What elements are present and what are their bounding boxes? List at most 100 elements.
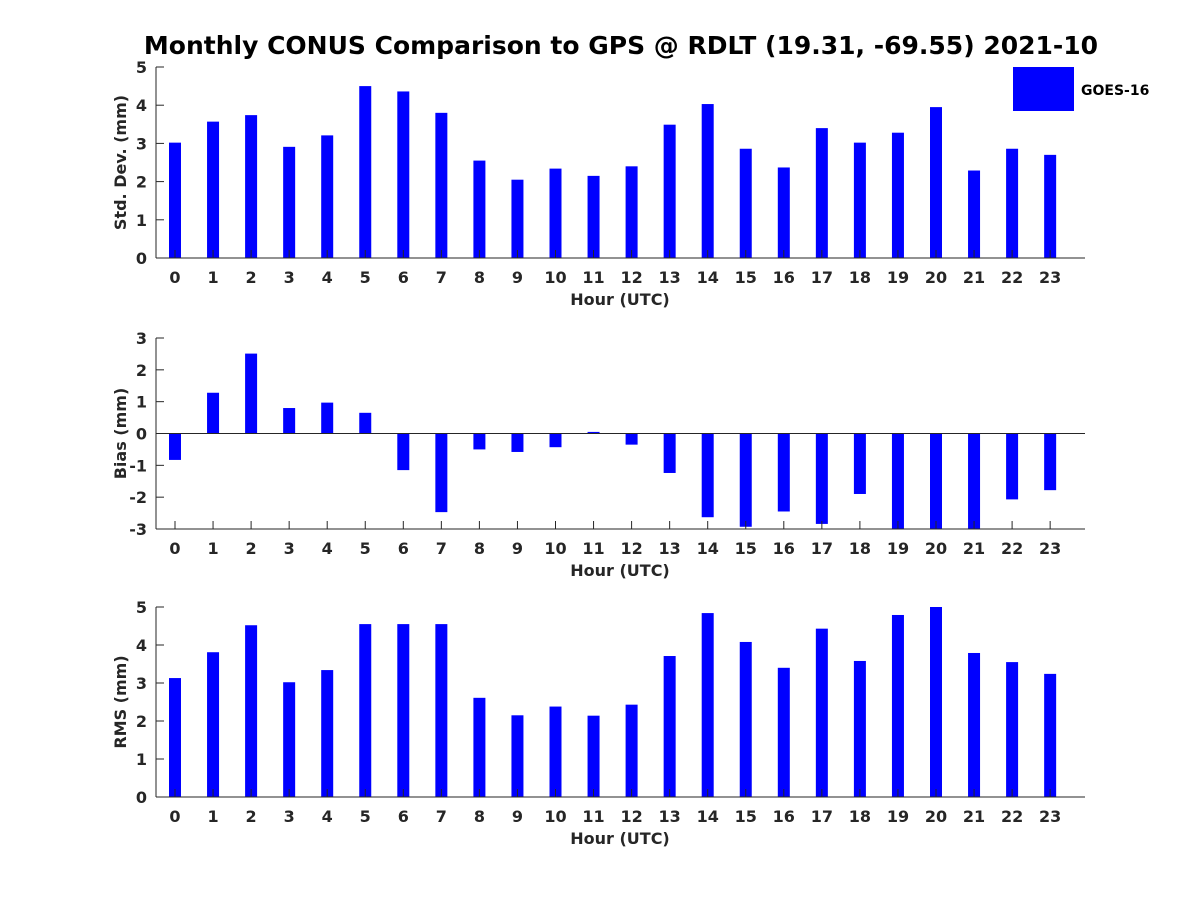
bar-hour-7 (435, 624, 448, 797)
y-tick-label: 5 (136, 598, 147, 617)
x-axis-label: Hour (UTC) (570, 290, 670, 309)
y-tick-label: 4 (136, 96, 147, 115)
x-tick-label: 23 (1039, 807, 1061, 826)
x-tick-label: 10 (544, 268, 566, 287)
bar-hour-0 (169, 678, 181, 797)
x-tick-label: 3 (284, 807, 295, 826)
bar-hour-17 (815, 128, 828, 258)
x-tick-label: 11 (582, 539, 604, 558)
x-tick-label: 17 (811, 539, 833, 558)
x-tick-label: 17 (811, 807, 833, 826)
x-tick-label: 13 (659, 807, 681, 826)
y-tick-label: 1 (136, 750, 147, 769)
bar-hour-4 (321, 135, 334, 258)
x-tick-label: 15 (735, 539, 757, 558)
bar-hour-6 (397, 624, 410, 797)
bar-hour-23 (1044, 433, 1057, 491)
bar-hour-19 (891, 614, 904, 797)
x-tick-label: 4 (322, 539, 333, 558)
x-tick-label: 6 (398, 539, 409, 558)
bar-hour-10 (549, 168, 562, 258)
bar-hour-10 (549, 706, 562, 797)
x-tick-label: 9 (512, 268, 523, 287)
x-tick-label: 15 (735, 807, 757, 826)
bar-hour-21 (968, 433, 981, 529)
x-tick-label: 2 (246, 268, 257, 287)
bar-hour-22 (1006, 662, 1019, 797)
x-tick-label: 12 (620, 807, 642, 826)
bar-hour-12 (625, 433, 638, 445)
y-tick-label: 1 (136, 211, 147, 230)
bar-hour-21 (968, 170, 981, 258)
bar-hour-18 (853, 433, 866, 494)
x-tick-label: 22 (1001, 807, 1023, 826)
x-tick-label: 22 (1001, 539, 1023, 558)
bar-hour-20 (930, 607, 942, 797)
bar-hour-22 (1006, 148, 1019, 258)
x-tick-label: 19 (887, 807, 909, 826)
x-tick-label: 23 (1039, 268, 1061, 287)
x-tick-label: 11 (582, 807, 604, 826)
x-tick-label: 19 (887, 539, 909, 558)
x-tick-label: 15 (735, 268, 757, 287)
y-axis-label: RMS (mm) (111, 655, 130, 748)
x-tick-label: 12 (620, 268, 642, 287)
bar-hour-16 (777, 433, 790, 512)
y-tick-label: 3 (136, 329, 147, 348)
y-tick-label: 3 (136, 134, 147, 153)
x-tick-label: 1 (207, 807, 218, 826)
bar-hour-3 (283, 146, 296, 258)
bar-hour-16 (777, 667, 790, 797)
x-tick-label: 18 (849, 539, 871, 558)
bar-hour-12 (625, 166, 638, 258)
y-axis-label: Bias (mm) (111, 388, 130, 480)
x-tick-label: 14 (697, 539, 719, 558)
bar-hour-1 (207, 652, 220, 797)
bar-hour-14 (701, 433, 714, 518)
bar-hour-6 (397, 91, 410, 258)
x-tick-label: 7 (436, 807, 447, 826)
x-tick-label: 19 (887, 268, 909, 287)
y-tick-label: 0 (136, 788, 147, 807)
x-tick-label: 7 (436, 539, 447, 558)
bar-hour-9 (511, 179, 524, 258)
bar-hour-15 (739, 148, 752, 258)
x-tick-label: 20 (925, 807, 947, 826)
bar-hour-22 (1006, 433, 1019, 500)
bar-hour-13 (663, 656, 676, 797)
bar-hour-10 (549, 433, 562, 448)
x-tick-label: 3 (284, 539, 295, 558)
x-tick-label: 3 (284, 268, 295, 287)
x-tick-label: 13 (659, 268, 681, 287)
bar-hour-7 (435, 433, 448, 513)
x-tick-label: 7 (436, 268, 447, 287)
y-tick-label: 1 (136, 393, 147, 412)
x-tick-label: 4 (322, 268, 333, 287)
x-axis-label: Hour (UTC) (570, 829, 670, 848)
bar-hour-7 (435, 112, 448, 258)
y-tick-label: -2 (129, 488, 147, 507)
x-tick-label: 5 (360, 539, 371, 558)
bar-hour-17 (815, 628, 828, 797)
y-tick-label: 2 (136, 712, 147, 731)
bar-hour-19 (891, 433, 904, 529)
x-tick-label: 0 (169, 807, 180, 826)
x-tick-label: 2 (246, 807, 257, 826)
x-tick-label: 20 (925, 539, 947, 558)
x-tick-label: 6 (398, 807, 409, 826)
bar-hour-14 (701, 613, 714, 797)
y-tick-label: 0 (136, 425, 147, 444)
x-tick-label: 6 (398, 268, 409, 287)
x-tick-label: 1 (207, 539, 218, 558)
bar-hour-13 (663, 124, 676, 259)
legend: GOES-16 (1013, 67, 1149, 111)
x-tick-label: 8 (474, 807, 485, 826)
y-tick-label: -1 (129, 456, 147, 475)
bar-hour-4 (321, 670, 334, 797)
bar-hour-11 (587, 431, 600, 434)
bar-hour-14 (701, 104, 714, 258)
x-tick-label: 0 (169, 268, 180, 287)
y-tick-label: 4 (136, 636, 147, 655)
